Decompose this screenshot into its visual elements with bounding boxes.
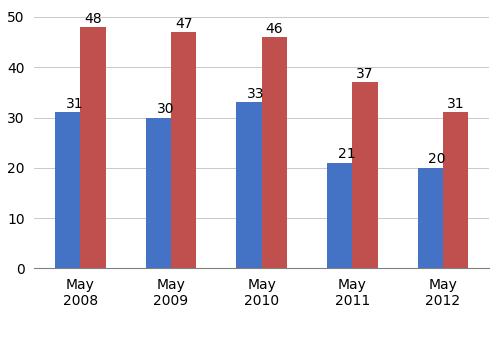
Bar <box>55 112 80 268</box>
Bar <box>80 27 106 268</box>
Text: 20: 20 <box>429 152 446 166</box>
Text: 30: 30 <box>157 102 174 116</box>
Text: 31: 31 <box>66 97 83 111</box>
Bar <box>327 163 352 268</box>
Text: 47: 47 <box>175 17 192 31</box>
Text: 48: 48 <box>84 12 102 25</box>
Bar <box>262 37 287 268</box>
Bar <box>171 32 196 268</box>
Text: 37: 37 <box>356 67 374 81</box>
Text: 31: 31 <box>447 97 465 111</box>
Bar <box>146 118 171 268</box>
Text: 46: 46 <box>265 22 283 35</box>
Bar <box>418 168 443 268</box>
Bar <box>443 112 468 268</box>
Bar <box>352 82 378 268</box>
Bar <box>236 103 262 268</box>
Text: 21: 21 <box>338 147 356 161</box>
Text: 33: 33 <box>247 87 265 101</box>
